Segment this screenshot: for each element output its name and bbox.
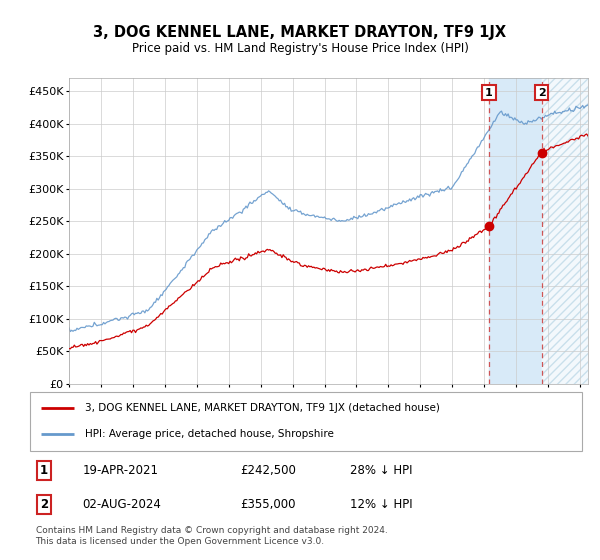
Bar <box>542 78 588 384</box>
Text: 19-APR-2021: 19-APR-2021 <box>82 464 158 477</box>
Text: 1: 1 <box>40 464 48 477</box>
Text: 3, DOG KENNEL LANE, MARKET DRAYTON, TF9 1JX (detached house): 3, DOG KENNEL LANE, MARKET DRAYTON, TF9 … <box>85 403 440 413</box>
Text: Contains HM Land Registry data © Crown copyright and database right 2024.
This d: Contains HM Land Registry data © Crown c… <box>35 525 387 547</box>
Text: £242,500: £242,500 <box>240 464 296 477</box>
Bar <box>542 78 588 384</box>
FancyBboxPatch shape <box>30 392 582 451</box>
Text: 2: 2 <box>40 498 48 511</box>
Bar <box>489 78 542 384</box>
Text: 2: 2 <box>538 88 545 97</box>
Text: £355,000: £355,000 <box>240 498 295 511</box>
Text: 12% ↓ HPI: 12% ↓ HPI <box>350 498 413 511</box>
Text: 02-AUG-2024: 02-AUG-2024 <box>82 498 161 511</box>
Text: 3, DOG KENNEL LANE, MARKET DRAYTON, TF9 1JX: 3, DOG KENNEL LANE, MARKET DRAYTON, TF9 … <box>94 25 506 40</box>
Bar <box>542 78 588 384</box>
Text: 28% ↓ HPI: 28% ↓ HPI <box>350 464 413 477</box>
Text: Price paid vs. HM Land Registry's House Price Index (HPI): Price paid vs. HM Land Registry's House … <box>131 42 469 55</box>
Text: HPI: Average price, detached house, Shropshire: HPI: Average price, detached house, Shro… <box>85 430 334 440</box>
Text: 1: 1 <box>485 88 493 97</box>
